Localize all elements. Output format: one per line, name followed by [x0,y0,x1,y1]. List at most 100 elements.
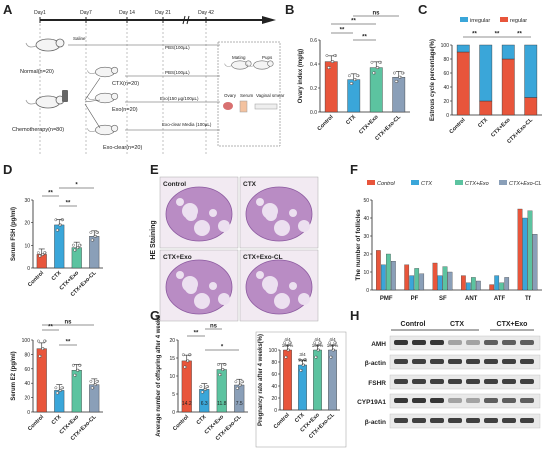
follicle [182,276,198,292]
legend-label: CTX+Exo [465,181,489,187]
panel-f-bar-Control [376,250,381,291]
legend-swatch [367,180,375,185]
panel-b-point [349,82,353,85]
follicle [176,198,184,206]
mouse-tail [224,63,232,67]
panel-d2-xtick-label: CTX [51,414,63,426]
panel-g2-percent: 100% [327,343,339,348]
treatment-exo: Exo(150 µg/100µL) [160,96,199,101]
panel-d-ytick-label: 20 [24,221,30,227]
legend-regular-swatch [500,17,508,22]
panel-b-point [370,60,374,64]
follicle [194,220,210,236]
legend-label: CTX [421,181,432,187]
mouse-tail [25,42,37,48]
blot-band [430,379,444,384]
outcome-serum: Serum [240,93,254,98]
panel-f-bar-Control [461,275,466,291]
blot-band [394,418,408,423]
panel-label-e: E [150,162,159,177]
panel-d-point [73,248,77,252]
blot-band [502,379,516,384]
panel-g-point [188,353,191,357]
panel-g-ylabel: Average number of offspring after 4 week… [156,315,162,437]
blot-row-label: AMH [371,341,386,348]
panel-g2-point [329,355,333,359]
panel-d2-point [89,379,93,383]
panel-f-bar-CTX [437,275,443,291]
panel-b-point [355,74,359,78]
panel-g-sig-label: ** [194,331,199,337]
panel-label-a: A [3,2,13,17]
panel-label-g: G [150,308,160,323]
panel-label-b: B [285,2,294,17]
group-normal: Normal(n=20) [20,69,54,75]
treatment-pbs-1: PBS(100µL) [165,45,190,50]
panel-d-ytick-label: 0 [27,266,30,272]
blot-column-label: CTX+Exo [497,321,528,328]
blot-strip [389,374,541,390]
mouse-head [55,38,65,48]
timeline-break [186,15,190,25]
panel-c-bar-regular [479,100,493,116]
legend-label: Control [377,181,396,187]
panel-g2-percent: 100% [312,343,324,348]
panel-g2-xtick-label: Control [273,412,291,430]
panel-b-sig-label: ** [340,28,345,34]
blot-band [394,398,408,403]
panel-g-sig-label: ns [210,324,218,330]
outcome-smear: Vaginal smear [256,93,285,98]
panel-f-ytick-label: 30 [363,234,369,240]
blot-band [448,340,462,345]
panel-g2-percent: 75% [298,358,307,363]
blot-strip [389,354,541,370]
mouse-head [267,60,274,67]
panel-f-ytick-label: 50 [363,198,369,204]
panel-d-point [78,243,81,247]
panel-label-f: F [350,162,358,177]
panel-b-ytick-label: 0.6 [310,38,317,44]
panel-g2-fraction: 4/4 [284,337,291,342]
panel-g-point [240,380,244,384]
he-tile-label: CTX+Exo-CL [243,254,283,261]
panel-f-xtick-label: PMF [380,296,393,302]
panel-b-point [393,71,396,75]
panel-g-ytick-label: 20 [169,338,175,344]
blot-band [484,379,498,384]
panel-b-point [378,60,382,64]
blot-band [394,379,408,384]
panel-d2-ytick-label: 40 [24,381,30,387]
follicle [262,276,278,292]
panel-d-ytick-label: 30 [24,198,30,204]
panel-b-point [372,71,376,75]
branch-label-exo: Exo(n=20) [112,107,138,113]
he-staining-label: HE Staining [150,220,157,259]
blot-column-label: Control [401,321,426,328]
blot-band [466,418,480,423]
panel-d-point [36,251,40,255]
panel-f-bar-CTX+Exo [499,282,505,291]
timeline-label: Day 14 [119,10,135,16]
panel-f-bar-CTX+Exo-CL [391,261,396,291]
panel-d2-sig-label: ** [66,340,71,346]
panel-g-point [181,353,185,357]
panel-f-ytick-label: 20 [363,252,369,258]
panel-f-bar-CTX [522,217,528,291]
blot-band [502,359,516,364]
legend-irregular-swatch [460,17,468,22]
panel-b-point [348,74,351,78]
panel-g2-point [318,341,322,345]
panel-g2-ytick-label: 0 [274,408,277,414]
panel-g-ytick-label: 0 [172,410,175,416]
panel-c-sig-label: ** [517,32,522,38]
panel-c-ylabel: Estrous cycle percentage(%) [430,39,436,121]
blot-band [430,359,444,364]
blot-row-label: CYP19A1 [357,399,386,406]
blot-row-label: β-actin [365,419,386,426]
mouse-tail [87,128,96,132]
panel-g-point [234,380,238,384]
panel-c-ytick-label: 100 [441,43,450,49]
branch-exo [84,99,101,103]
blot-band [502,340,516,345]
panel-g-bar-value: 6.3 [201,401,208,407]
